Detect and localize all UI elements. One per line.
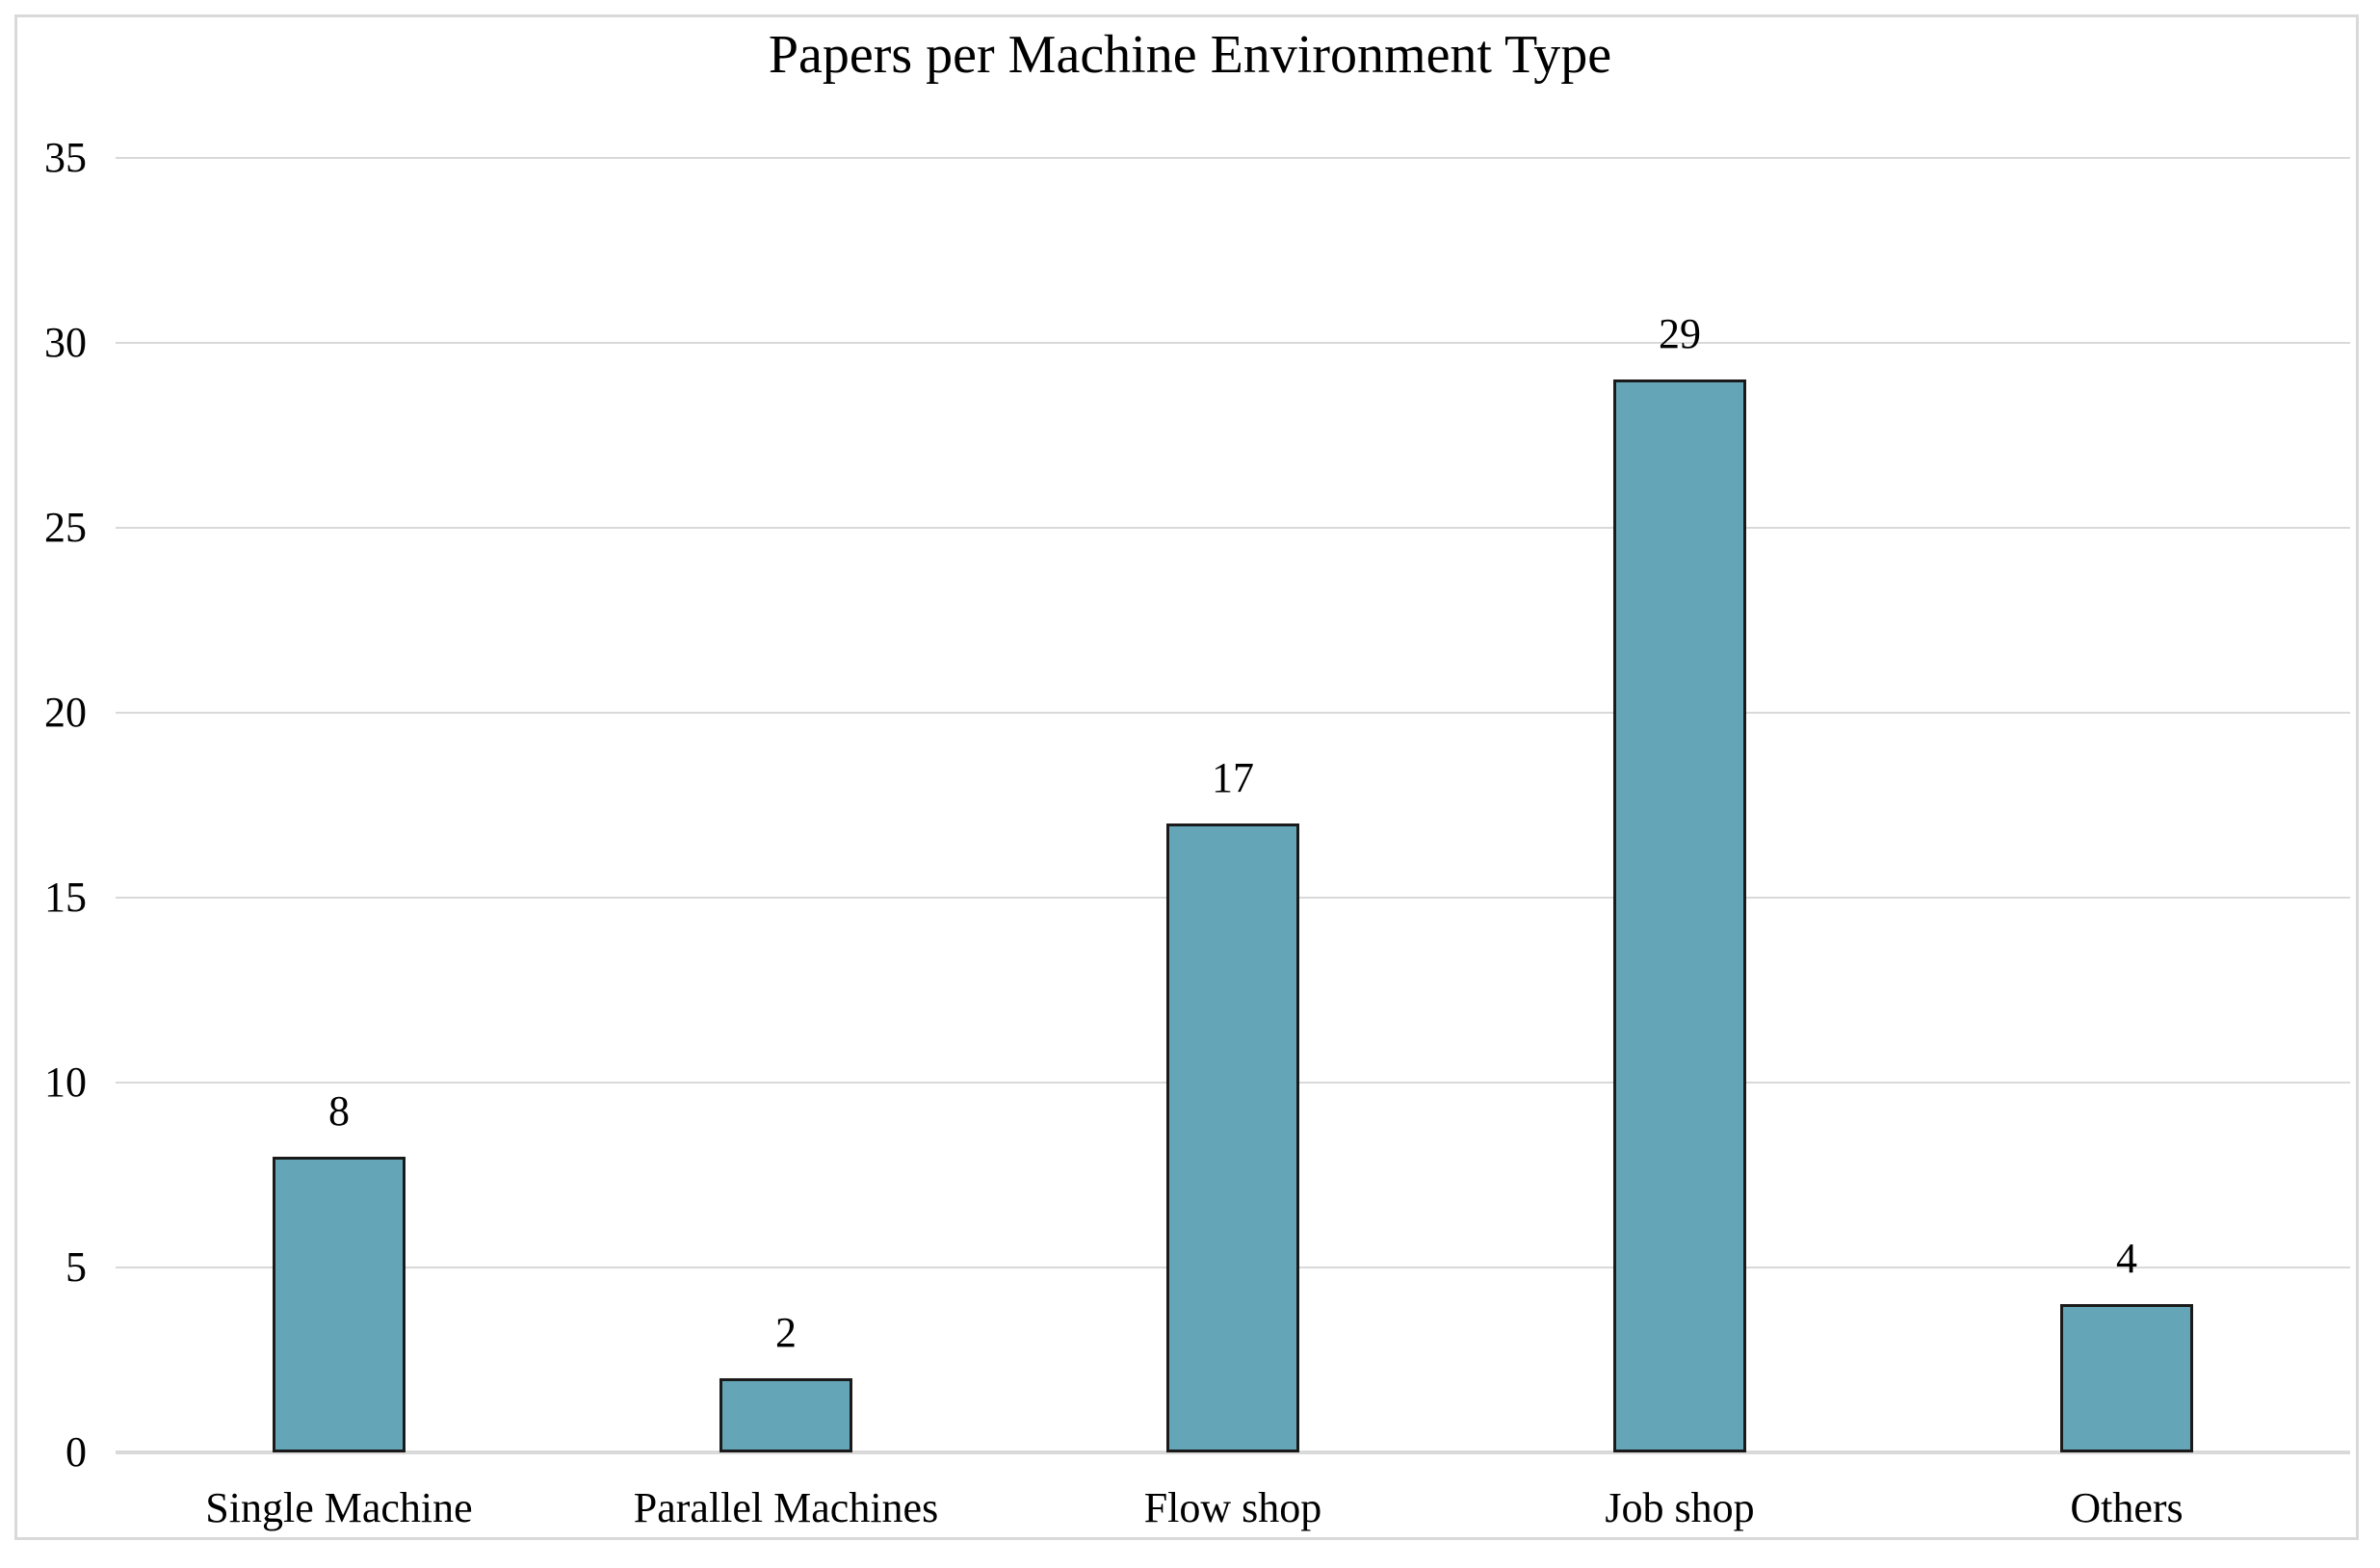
- chart-title: Papers per Machine Environment Type: [768, 25, 1612, 85]
- y-tick-label: 15: [44, 874, 87, 921]
- y-tick-label: 5: [65, 1243, 87, 1291]
- bar: [2060, 1304, 2193, 1452]
- y-tick-label: 35: [44, 134, 87, 181]
- bar-value-label: 17: [1212, 754, 1254, 802]
- bar: [273, 1156, 405, 1452]
- x-category-label: Flow shop: [1143, 1484, 1322, 1531]
- x-category-label: Single Machine: [205, 1484, 473, 1531]
- x-category-label: Others: [2070, 1484, 2184, 1531]
- bar: [1166, 823, 1299, 1452]
- bar-value-label: 8: [328, 1086, 350, 1135]
- y-tick-label: 30: [44, 319, 87, 366]
- gridline: [116, 342, 2350, 344]
- y-tick-label: 10: [44, 1058, 87, 1106]
- gridline: [116, 527, 2350, 529]
- bar-value-label: 4: [2116, 1235, 2137, 1283]
- x-category-label: Parallel Machines: [633, 1484, 939, 1531]
- y-tick-label: 0: [65, 1428, 87, 1476]
- x-category-label: Job shop: [1605, 1484, 1755, 1531]
- bar: [719, 1378, 852, 1452]
- y-tick-label: 20: [44, 689, 87, 736]
- x-axis-line: [116, 1450, 2350, 1454]
- y-tick-label: 25: [44, 504, 87, 551]
- bar-value-label: 2: [775, 1309, 797, 1357]
- gridline: [116, 157, 2350, 159]
- bar-value-label: 29: [1659, 310, 1701, 358]
- gridline: [116, 712, 2350, 714]
- bar: [1613, 379, 1746, 1452]
